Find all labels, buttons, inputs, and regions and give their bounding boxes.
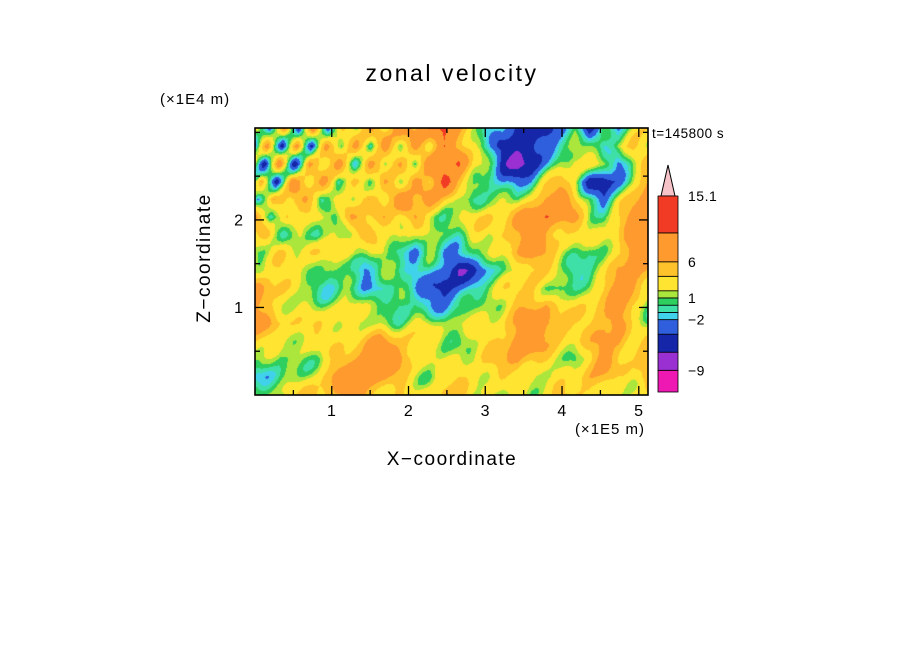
colorbar-segment (657, 275, 679, 292)
colorbar-label: 6 (688, 254, 696, 270)
colorbar: 15.1 6 1 −2 −9 (657, 164, 717, 393)
colorbar-segment (657, 290, 679, 299)
x-tick-label: 5 (634, 403, 643, 420)
colorbar-segment (657, 319, 679, 335)
x-axis-unit-label: (×1E5 m) (574, 421, 646, 438)
colorbar-segment (657, 333, 679, 353)
colorbar-segment (657, 195, 679, 234)
colorbar-segment (657, 311, 679, 320)
colorbar-segment (657, 232, 679, 263)
time-annotation: t=145800 s (652, 126, 725, 141)
x-tick-label: 4 (557, 403, 566, 420)
colorbar-segment (657, 304, 679, 313)
colorbar-segment (657, 261, 679, 277)
colorbar-segment (657, 351, 679, 371)
chart-title: zonal velocity (365, 60, 539, 86)
y-axis-label: Z−coordinate (194, 193, 215, 323)
colorbar-label: −2 (688, 312, 705, 328)
y-tick-label: 2 (234, 212, 243, 229)
x-axis-label: X−coordinate (386, 449, 518, 470)
colorbar-segment (657, 369, 679, 393)
y-tick-label: 1 (234, 300, 243, 317)
contour-field-canvas (255, 128, 648, 395)
colorbar-arrow (660, 164, 676, 197)
y-axis-unit-label: (×1E4 m) (160, 91, 231, 108)
colorbar-label: 15.1 (688, 188, 717, 204)
colorbar-label: 1 (688, 290, 696, 306)
colorbar-label: −9 (688, 362, 705, 378)
x-tick-label: 3 (481, 403, 490, 420)
x-tick-label: 2 (404, 403, 413, 420)
x-tick-label: 1 (327, 403, 336, 420)
colorbar-segment (657, 297, 679, 306)
